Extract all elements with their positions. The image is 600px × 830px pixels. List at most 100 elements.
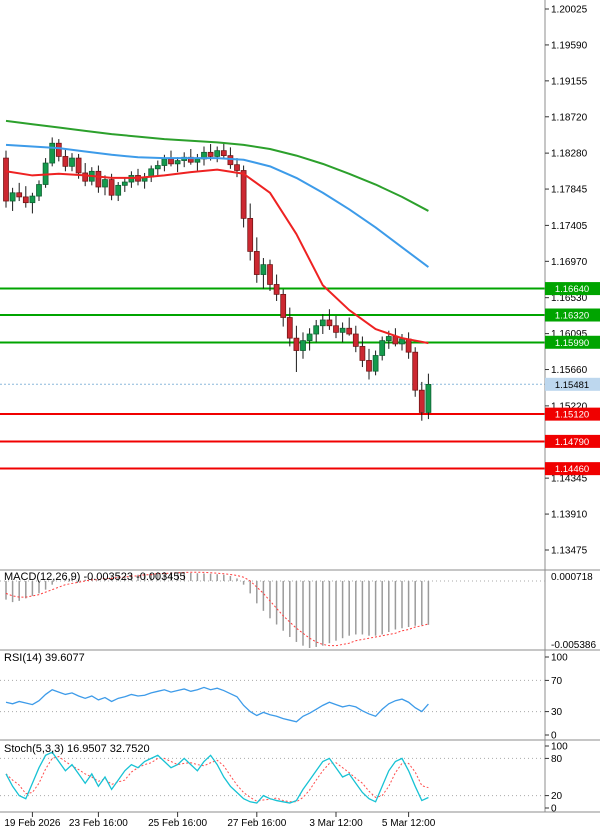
bear-candle (247, 218, 254, 252)
resistance-price-box: 1.16320 (545, 308, 600, 322)
bear-candle (333, 325, 339, 333)
bear-candle (82, 172, 89, 182)
bear-candle (207, 151, 214, 157)
stoch-axis-label: 80 (551, 754, 563, 765)
price-axis-label: 1.14345 (551, 474, 588, 485)
price-axis-label: 1.19155 (551, 76, 588, 87)
price-axis-label: 1.20025 (551, 5, 588, 16)
macd-signal-line (5, 571, 429, 647)
support-price-box-text: 1.14460 (555, 464, 589, 475)
bear-candle (326, 319, 333, 327)
rsi-plot-area[interactable] (0, 651, 545, 739)
rsi-axis-label: 30 (551, 707, 563, 718)
resistance-price-box-text: 1.16640 (555, 284, 589, 295)
candlestick-series (3, 137, 432, 421)
price-axis-label: 1.16530 (551, 293, 588, 304)
price-axis[interactable]: 1.20025 1.19590 1.19155 1.18720 1.18280 1.178… (545, 5, 600, 557)
price-axis-label: 1.18280 (551, 149, 588, 160)
bear-candle (412, 351, 419, 391)
bull-candle (214, 150, 221, 157)
macd-axis-min-label: -0.005386 (551, 640, 596, 651)
resistance-price-box: 1.15990 (545, 335, 600, 349)
bear-candle (55, 142, 62, 157)
price-axis-label: 1.19590 (551, 40, 588, 51)
ma-fast-red-line (5, 168, 429, 345)
stoch-axis-label: 20 (551, 791, 563, 802)
bear-candle (352, 333, 359, 347)
price-axis-label: 1.17845 (551, 185, 588, 196)
time-axis-label: 3 Mar 12:00 (309, 818, 363, 829)
rsi-panel-title: RSI(14) 39.6077 (4, 652, 85, 664)
bull-candle (372, 355, 379, 372)
support-price-box: 1.15120 (545, 407, 600, 421)
bear-candle (366, 360, 372, 372)
rsi-axis-label: 0 (551, 731, 557, 742)
time-axis-label: 5 Mar 12:00 (382, 818, 436, 829)
time-axis-strip[interactable] (0, 813, 600, 830)
stoch-d-line (5, 755, 429, 803)
bull-candle (319, 319, 326, 327)
bear-candle (267, 264, 273, 285)
ma-mid-blue-line (5, 143, 430, 268)
bull-candle (300, 340, 306, 351)
bull-candle (29, 195, 36, 204)
main-chart-area[interactable] (0, 0, 545, 568)
bull-candle (36, 184, 42, 197)
time-axis-label: 19 Feb 2026 (4, 818, 61, 829)
stoch-axis-label: 100 (551, 742, 568, 753)
price-axis-label: 1.15220 (551, 401, 588, 412)
bear-candle (253, 251, 260, 275)
bear-candle (293, 337, 300, 351)
bull-candle (102, 179, 108, 188)
bull-candle (174, 160, 181, 165)
macd-axis-max-label: 0.000718 (551, 572, 593, 583)
stoch-panel-title: Stoch(5,3,3) 16.9507 32.7520 (4, 743, 150, 755)
current-price-box: 1.15481 (545, 377, 600, 391)
bull-candle (385, 336, 392, 341)
bear-candle (62, 156, 69, 167)
stoch-axis-label: 0 (551, 804, 557, 815)
bear-candle (220, 150, 227, 156)
bull-candle (339, 327, 346, 333)
bull-candle (425, 384, 432, 413)
support-price-box: 1.14790 (545, 434, 600, 448)
bear-candle (418, 389, 425, 413)
rsi-axis-label: 100 (551, 653, 568, 664)
bear-candle (240, 170, 247, 219)
bull-candle (260, 264, 267, 275)
horizontal-levels (0, 287, 545, 470)
bear-candle (227, 155, 234, 166)
support-price-box-text: 1.14790 (555, 437, 589, 448)
bear-candle (286, 317, 293, 339)
stoch-k-line (5, 751, 429, 804)
resistance-price-box-text: 1.16320 (555, 311, 589, 322)
rsi-axis-label: 70 (551, 676, 563, 687)
price-axis-strip[interactable] (545, 0, 600, 812)
resistance-price-box: 1.16640 (545, 282, 600, 296)
price-axis-label: 1.13475 (551, 545, 588, 556)
resistance-price-box-text: 1.15990 (555, 338, 589, 349)
bear-candle (359, 346, 366, 361)
time-axis-label: 25 Feb 16:00 (148, 818, 207, 829)
price-axis-label: 1.18720 (551, 112, 588, 123)
bull-candle (115, 184, 122, 196)
bull-candle (313, 325, 320, 335)
rsi-line (5, 686, 429, 723)
bear-candle (3, 157, 9, 202)
price-axis-label: 1.15660 (551, 365, 588, 376)
main-price-panel[interactable] (0, 119, 545, 470)
bull-candle (49, 142, 56, 164)
rsi-panel[interactable]: 100 70 30 0 (0, 653, 568, 742)
time-axis[interactable]: 19 Feb 2026 23 Feb 16:00 25 Feb 16:00 27 Fe… (4, 812, 436, 829)
bull-candle (306, 333, 313, 341)
bull-candle (9, 192, 16, 202)
bull-candle (154, 165, 161, 170)
macd-panel[interactable]: 0.000718 -0.005386 (0, 571, 596, 651)
time-axis-label: 27 Feb 16:00 (227, 818, 286, 829)
price-axis-label: 1.13910 (551, 510, 588, 521)
price-axis-label: 1.17405 (551, 221, 588, 232)
bear-candle (234, 164, 240, 171)
